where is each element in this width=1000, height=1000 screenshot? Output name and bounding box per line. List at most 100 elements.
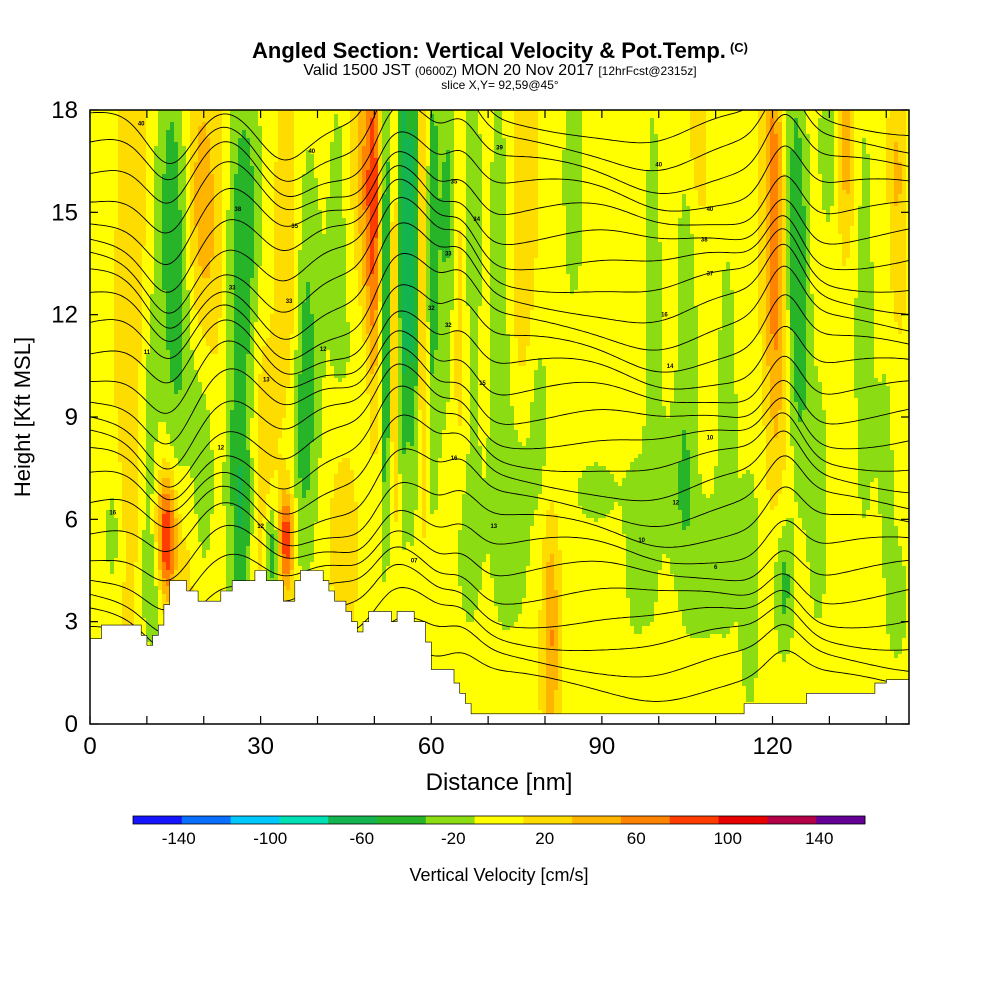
velocity-cell xyxy=(834,138,839,143)
velocity-cell xyxy=(354,178,359,183)
velocity-cell xyxy=(274,194,279,199)
velocity-cell xyxy=(430,194,435,199)
velocity-cell xyxy=(430,198,435,203)
velocity-cell xyxy=(750,158,755,163)
velocity-cell xyxy=(882,126,887,131)
velocity-cell xyxy=(314,174,319,179)
velocity-cell xyxy=(882,186,887,191)
velocity-cell xyxy=(810,126,815,131)
velocity-cell xyxy=(102,202,107,207)
velocity-cell xyxy=(678,130,683,135)
velocity-cell xyxy=(794,138,799,143)
velocity-cell xyxy=(538,194,543,199)
velocity-cell xyxy=(658,118,663,123)
velocity-cell xyxy=(862,194,867,199)
velocity-cell xyxy=(574,130,579,135)
velocity-cell xyxy=(546,118,551,123)
velocity-cell xyxy=(186,166,191,171)
velocity-cell xyxy=(826,138,831,143)
velocity-cell xyxy=(742,114,747,119)
velocity-cell xyxy=(342,170,347,175)
velocity-cell xyxy=(542,194,547,199)
velocity-cell xyxy=(102,126,107,131)
velocity-cell xyxy=(278,142,283,147)
velocity-cell xyxy=(750,170,755,175)
velocity-cell xyxy=(110,166,115,171)
velocity-cell xyxy=(470,142,475,147)
velocity-cell xyxy=(798,170,803,175)
velocity-cell xyxy=(798,190,803,195)
velocity-cell xyxy=(314,146,319,151)
velocity-cell xyxy=(238,142,243,147)
velocity-cell xyxy=(414,138,419,143)
velocity-cell xyxy=(258,194,263,199)
velocity-cell xyxy=(310,206,315,211)
velocity-cell xyxy=(882,154,887,159)
velocity-cell xyxy=(574,150,579,155)
velocity-cell xyxy=(262,138,267,143)
velocity-cell xyxy=(338,158,343,163)
velocity-cell xyxy=(642,118,647,123)
velocity-cell xyxy=(614,146,619,151)
velocity-cell xyxy=(286,110,291,115)
velocity-cell xyxy=(842,158,847,163)
velocity-cell xyxy=(158,162,163,167)
velocity-cell xyxy=(666,154,671,159)
velocity-cell xyxy=(826,114,831,119)
velocity-cell xyxy=(418,134,423,139)
velocity-cell xyxy=(250,186,255,191)
velocity-cell xyxy=(126,186,131,191)
velocity-cell xyxy=(758,182,763,187)
velocity-cell xyxy=(346,142,351,147)
velocity-cell xyxy=(586,202,591,207)
velocity-cell xyxy=(290,134,295,139)
velocity-cell xyxy=(682,130,687,135)
velocity-cell xyxy=(282,114,287,119)
velocity-cell xyxy=(690,150,695,155)
velocity-cell xyxy=(438,158,443,163)
velocity-cell xyxy=(882,138,887,143)
velocity-cell xyxy=(522,162,527,167)
velocity-cell xyxy=(742,138,747,143)
velocity-cell xyxy=(870,190,875,195)
velocity-cell xyxy=(206,186,211,191)
velocity-cell xyxy=(206,158,211,163)
velocity-cell xyxy=(230,134,235,139)
velocity-cell xyxy=(522,182,527,187)
velocity-cell xyxy=(722,182,727,187)
velocity-cell xyxy=(358,182,363,187)
velocity-cell xyxy=(282,198,287,203)
velocity-cell xyxy=(818,170,823,175)
velocity-cell xyxy=(202,182,207,187)
velocity-cell xyxy=(798,202,803,207)
velocity-cell xyxy=(614,142,619,147)
velocity-cell xyxy=(250,198,255,203)
velocity-cell xyxy=(458,138,463,143)
velocity-cell xyxy=(758,154,763,159)
velocity-cell xyxy=(590,138,595,143)
velocity-cell xyxy=(402,202,407,207)
velocity-cell xyxy=(274,186,279,191)
velocity-cell xyxy=(258,150,263,155)
velocity-cell xyxy=(322,134,327,139)
velocity-cell xyxy=(330,182,335,187)
velocity-cell xyxy=(838,142,843,147)
velocity-cell xyxy=(802,130,807,135)
velocity-cell xyxy=(786,174,791,179)
velocity-cell xyxy=(154,190,159,195)
velocity-cell xyxy=(818,142,823,147)
velocity-cell xyxy=(578,110,583,115)
velocity-cell xyxy=(382,166,387,171)
velocity-cell xyxy=(270,142,275,147)
velocity-cell xyxy=(218,178,223,183)
velocity-cell xyxy=(330,174,335,179)
velocity-cell xyxy=(290,158,295,163)
velocity-cell xyxy=(790,122,795,127)
velocity-cell xyxy=(142,178,147,183)
velocity-cell xyxy=(162,198,167,203)
velocity-cell xyxy=(230,198,235,203)
velocity-cell xyxy=(542,158,547,163)
velocity-cell xyxy=(258,122,263,127)
velocity-cell xyxy=(890,126,895,131)
velocity-cell xyxy=(526,158,531,163)
